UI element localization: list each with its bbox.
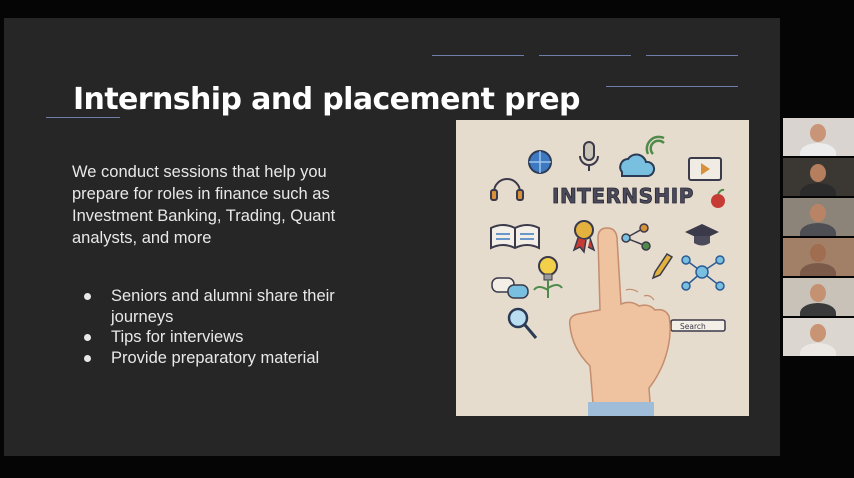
microphone-icon: [579, 141, 599, 171]
presentation-slide: Internship and placement prep We conduct…: [4, 18, 780, 456]
decorative-line: [432, 55, 524, 56]
magnifier-icon: [507, 307, 538, 339]
network-icon: [621, 223, 651, 251]
bullet-dot-icon: [84, 354, 91, 362]
participant-body: [800, 263, 836, 276]
participant-video-tile[interactable]: [783, 318, 854, 356]
bullet-list: Seniors and alumni share their journeys …: [82, 286, 382, 368]
participant-body: [800, 223, 836, 236]
decorative-line: [46, 117, 120, 118]
participant-face: [810, 324, 826, 342]
globe-icon: [528, 150, 552, 174]
internship-headline: INTERNSHIP: [552, 184, 694, 208]
pencil-icon: [651, 252, 674, 280]
bullet-item: Provide preparatory material: [82, 348, 382, 369]
apple-icon: [711, 188, 725, 208]
participant-video-tile[interactable]: [783, 238, 854, 276]
bullet-dot-icon: [84, 293, 91, 300]
participant-body: [800, 143, 836, 156]
participant-video-tile[interactable]: [783, 118, 854, 156]
participant-video-tile[interactable]: [783, 158, 854, 196]
participant-body: [800, 183, 836, 196]
graduation-cap-icon: [685, 224, 719, 246]
wifi-icon: [645, 135, 665, 155]
internship-illustration: INTERNSHIP: [456, 120, 749, 416]
internship-illustration-svg: INTERNSHIP: [490, 135, 726, 416]
bullet-item: Seniors and alumni share their journeys: [82, 286, 382, 327]
cloud-icon: [619, 153, 656, 177]
participant-face: [810, 164, 826, 182]
participant-face: [810, 124, 826, 142]
participant-body: [800, 303, 836, 316]
search-bar-icon: Search: [670, 319, 726, 332]
bullet-dot-icon: [84, 334, 91, 341]
participant-video-tile[interactable]: [783, 278, 854, 316]
bullet-item: Tips for interviews: [82, 327, 382, 348]
video-player-icon: [688, 157, 722, 181]
participant-gallery: [783, 118, 854, 358]
book-icon: [490, 224, 540, 250]
participant-face: [810, 204, 826, 222]
slide-description: We conduct sessions that help you prepar…: [72, 163, 336, 247]
headset-icon: [490, 178, 524, 201]
participant-body: [800, 343, 836, 356]
decorative-line: [606, 86, 738, 87]
award-medal-icon: [572, 220, 596, 254]
participant-face: [810, 244, 826, 262]
pointing-hand-icon: [568, 227, 671, 416]
participant-video-tile[interactable]: [783, 198, 854, 236]
search-bar-label: Search: [680, 322, 706, 331]
participant-face: [810, 284, 826, 302]
chat-bubbles-icon: [491, 277, 529, 299]
slide-title: Internship and placement prep: [73, 82, 580, 117]
decorative-line: [646, 55, 738, 56]
lightbulb-icon: [533, 256, 563, 298]
people-network-icon: [681, 255, 725, 291]
decorative-line: [539, 55, 631, 56]
